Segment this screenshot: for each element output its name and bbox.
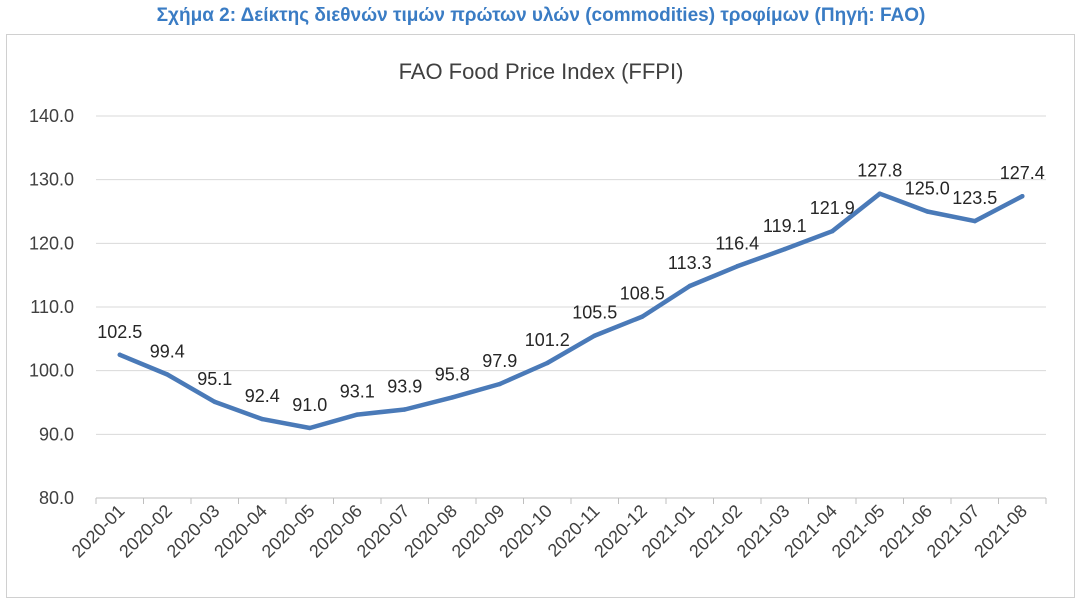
data-point — [307, 425, 312, 431]
y-tick-label: 80.0 — [39, 488, 74, 508]
data-point — [735, 264, 740, 269]
chart-frame — [6, 34, 1075, 598]
data-label: 95.1 — [197, 369, 232, 389]
data-point — [972, 218, 977, 224]
series-line — [117, 191, 1025, 431]
y-tick-label: 90.0 — [39, 424, 74, 444]
data-label: 108.5 — [620, 284, 665, 304]
data-point — [592, 333, 597, 338]
data-point — [877, 191, 882, 196]
data-point — [117, 352, 122, 357]
data-label: 102.5 — [97, 322, 142, 342]
data-point — [830, 229, 835, 234]
y-tick-label: 100.0 — [29, 361, 74, 381]
figure-caption: Σχήμα 2: Δείκτης διεθνών τιμών πρώτων υλ… — [156, 5, 926, 26]
y-tick-label: 110.0 — [30, 297, 74, 317]
chart-title: FAO Food Price Index (FFPI) — [399, 59, 684, 84]
data-point — [260, 416, 265, 422]
data-point — [165, 372, 170, 377]
data-label: 91.0 — [292, 395, 327, 415]
data-label: 101.2 — [525, 330, 570, 350]
data-label: 113.3 — [668, 253, 712, 273]
data-point — [212, 399, 217, 405]
data-labels: 102.5 99.4 95.1 92.4 91.0 93.1 93.9 95.8 97.9 101… — [97, 161, 1045, 415]
data-label: 92.4 — [245, 386, 280, 406]
data-point — [545, 360, 550, 366]
data-label: 93.1 — [340, 382, 375, 402]
data-point — [1020, 194, 1025, 199]
data-point — [640, 314, 645, 319]
data-label: 123.5 — [952, 188, 997, 208]
data-label: 119.1 — [763, 216, 807, 236]
y-tick-label: 130.0 — [29, 170, 74, 190]
data-point — [782, 246, 787, 252]
data-point — [355, 412, 360, 417]
data-label: 127.8 — [857, 161, 902, 181]
data-label: 99.4 — [150, 341, 185, 361]
data-label: 116.4 — [715, 233, 759, 253]
data-point — [497, 381, 502, 387]
data-point — [687, 283, 692, 289]
y-tick-label: 120.0 — [29, 233, 74, 253]
x-tick-label: 2021-08 — [970, 501, 1031, 562]
x-tick-label: 2020-10 — [495, 501, 556, 562]
data-point — [925, 209, 930, 214]
data-point — [402, 407, 407, 412]
data-label: 121.9 — [810, 198, 855, 218]
data-label: 127.4 — [1000, 163, 1045, 183]
data-label: 125.0 — [905, 179, 950, 199]
data-label: 95.8 — [435, 364, 470, 384]
data-label: 93.9 — [387, 377, 422, 397]
data-point — [450, 395, 455, 400]
series-layer — [117, 191, 1025, 431]
data-label: 97.9 — [482, 351, 517, 371]
data-label: 105.5 — [572, 303, 617, 323]
gridlines — [96, 115, 1046, 435]
y-tick-label: 140.0 — [29, 106, 74, 126]
